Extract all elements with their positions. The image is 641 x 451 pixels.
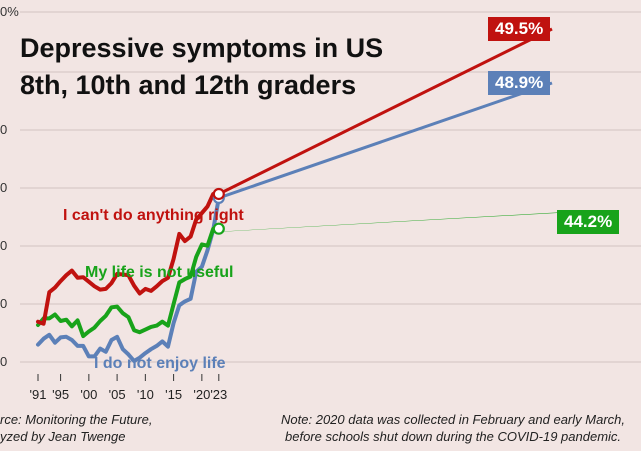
x-tick-label-1: '95 bbox=[52, 387, 69, 402]
y-tick-label-5: 0 bbox=[0, 354, 7, 369]
end-label-cant-do: 49.5% bbox=[488, 17, 551, 41]
end-label-not-enjoy: 48.9% bbox=[488, 71, 551, 95]
y-tick-label-2: 0 bbox=[0, 180, 7, 195]
data-note: Note: 2020 data was collected in Februar… bbox=[281, 411, 625, 445]
series-endpoint-cant-do bbox=[212, 187, 225, 201]
y-tick-label-1: 0 bbox=[0, 122, 7, 137]
series-label-not-useful: My life is not useful bbox=[85, 264, 234, 281]
y-axis: 0% 0 0 0 0 0 bbox=[0, 4, 19, 369]
pointer-not-useful bbox=[217, 210, 611, 232]
y-tick-label-0: 0% bbox=[0, 4, 19, 19]
end-label-not-useful: 44.2% bbox=[557, 210, 620, 234]
chart-title-line-2: 8th, 10th and 12th graders bbox=[20, 70, 357, 100]
source-line-2: yzed by Jean Twenge bbox=[0, 429, 126, 444]
series-line-cant-do bbox=[36, 192, 221, 326]
y-tick-label-3: 0 bbox=[0, 238, 7, 253]
grid bbox=[20, 11, 641, 363]
series-endpoint-not-useful bbox=[212, 222, 225, 235]
series-line-not-useful bbox=[36, 226, 221, 339]
note-line-1: Note: 2020 data was collected in Februar… bbox=[281, 412, 625, 427]
x-tick-label-6: '20 bbox=[193, 387, 210, 402]
y-tick-label-4: 0 bbox=[0, 296, 7, 311]
x-tick-label-0: '91 bbox=[30, 387, 47, 402]
x-axis: '91 '95 '00 '05 '10 '15 '20'23 bbox=[30, 374, 227, 402]
source-note: rce: Monitoring the Future, yzed by Jean… bbox=[0, 411, 152, 445]
x-tick-label-4: '10 bbox=[137, 387, 154, 402]
x-tick-label-2: '00 bbox=[80, 387, 97, 402]
chart-title: Depressive symptoms in US 8th, 10th and … bbox=[20, 30, 383, 104]
x-tick-label-5: '15 bbox=[165, 387, 182, 402]
pointer-not-enjoy bbox=[218, 81, 553, 200]
series-label-cant-do: I can't do anything right bbox=[63, 207, 244, 224]
note-line-2: before schools shut down during the COVI… bbox=[285, 429, 622, 444]
chart-title-line-1: Depressive symptoms in US bbox=[20, 33, 384, 63]
series-lines bbox=[36, 192, 221, 363]
x-tick-label-3: '05 bbox=[109, 387, 126, 402]
source-line-1: rce: Monitoring the Future, bbox=[0, 412, 153, 427]
series-endpoints bbox=[212, 187, 225, 235]
series-line-not-enjoy bbox=[36, 195, 221, 363]
series-label-not-enjoy: I do not enjoy life bbox=[94, 355, 226, 372]
badge-pointers bbox=[217, 27, 611, 232]
x-tick-label-7: '23 bbox=[210, 387, 227, 402]
pointer-cant-do bbox=[218, 27, 553, 196]
